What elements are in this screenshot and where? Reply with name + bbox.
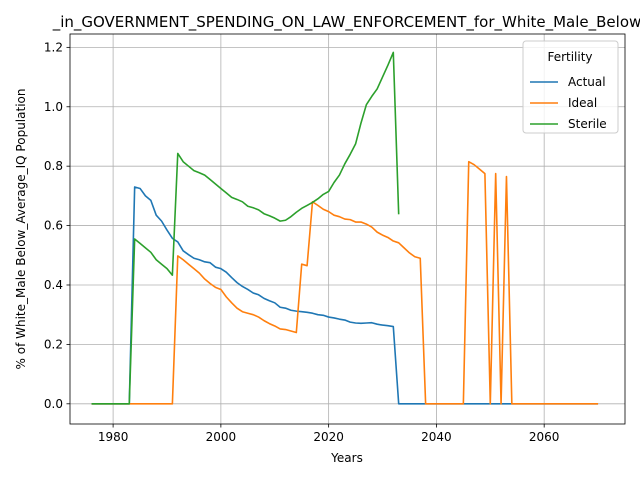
legend-label-ideal: Ideal xyxy=(568,96,597,110)
x-axis-ticks: 1980 2000 2020 2040 2060 xyxy=(98,424,560,444)
y-axis-ticks: 0.0 0.2 0.4 0.6 0.8 1.0 1.2 xyxy=(44,40,70,411)
series-line-actual xyxy=(91,186,599,405)
y-tick-label: 0.6 xyxy=(44,219,63,233)
plot-frame xyxy=(69,33,626,425)
y-tick-label: 0.8 xyxy=(44,159,63,173)
legend-box xyxy=(522,40,619,134)
x-tick-label: 2060 xyxy=(529,430,560,444)
series-line-sterile xyxy=(91,51,400,405)
y-axis-label: % of White_Male Below_Average_IQ Populat… xyxy=(14,89,28,370)
legend-title: Fertility xyxy=(547,50,592,64)
legend: Fertility Actual Ideal Sterile xyxy=(522,40,619,134)
x-axis-label: Years xyxy=(330,451,363,465)
y-tick-label: 0.4 xyxy=(44,278,63,292)
y-tick-label: 0.2 xyxy=(44,337,63,351)
series-line-ideal xyxy=(91,160,599,405)
y-tick-label: 1.0 xyxy=(44,100,63,114)
x-tick-label: 2020 xyxy=(313,430,344,444)
x-tick-label: 2000 xyxy=(206,430,237,444)
legend-label-actual: Actual xyxy=(568,75,606,89)
series-lines xyxy=(91,51,599,405)
legend-label-sterile: Sterile xyxy=(568,117,607,131)
x-tick-label: 1980 xyxy=(98,430,129,444)
chart-title: _in_GOVERNMENT_SPENDING_ON_LAW_ENFORCEME… xyxy=(52,13,640,32)
x-tick-label: 2040 xyxy=(421,430,452,444)
y-tick-label: 1.2 xyxy=(44,40,63,54)
legend-items: Actual Ideal Sterile xyxy=(530,75,607,131)
y-tick-label: 0.0 xyxy=(44,397,63,411)
